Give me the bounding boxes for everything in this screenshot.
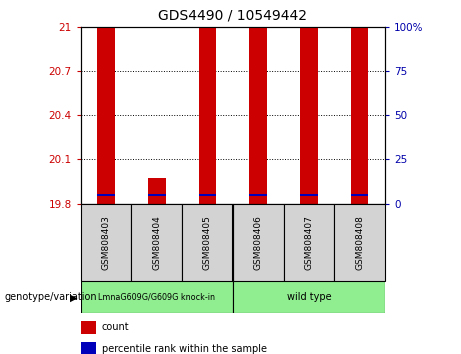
Text: LmnaG609G/G609G knock-in: LmnaG609G/G609G knock-in [98, 293, 215, 302]
Bar [182, 204, 233, 281]
Bar [81, 281, 233, 313]
Bar [81, 321, 96, 334]
Bar [351, 27, 368, 204]
Text: count: count [102, 322, 130, 332]
Bar [300, 194, 318, 196]
Bar [284, 204, 334, 281]
Bar [199, 194, 216, 196]
Bar [334, 204, 385, 281]
Bar [148, 194, 165, 196]
Bar [233, 281, 385, 313]
Text: ▶: ▶ [70, 292, 77, 302]
Bar [233, 204, 284, 281]
Bar [249, 194, 267, 196]
Bar [81, 342, 96, 354]
Text: GSM808404: GSM808404 [152, 215, 161, 270]
Bar [249, 27, 267, 204]
Bar [81, 204, 131, 281]
Bar [199, 27, 216, 204]
Text: GSM808405: GSM808405 [203, 215, 212, 270]
Text: GSM808407: GSM808407 [304, 215, 313, 270]
Bar [148, 178, 165, 204]
Bar [300, 27, 318, 204]
Text: wild type: wild type [287, 292, 331, 302]
Text: GSM808408: GSM808408 [355, 215, 364, 270]
Bar [131, 204, 182, 281]
Text: genotype/variation: genotype/variation [5, 292, 97, 302]
Text: GSM808406: GSM808406 [254, 215, 263, 270]
Bar [97, 27, 115, 204]
Bar [97, 194, 115, 196]
Bar [351, 194, 368, 196]
Text: percentile rank within the sample: percentile rank within the sample [102, 344, 267, 354]
Title: GDS4490 / 10549442: GDS4490 / 10549442 [158, 8, 307, 23]
Text: GSM808403: GSM808403 [101, 215, 111, 270]
